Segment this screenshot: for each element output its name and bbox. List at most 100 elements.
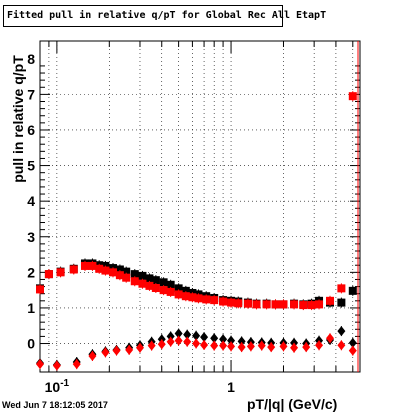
x-tick-exponent: -1 [60,378,69,389]
y-tick-label: 8 [27,51,35,67]
data-point [348,286,357,295]
data-point [337,340,346,351]
data-point [159,278,168,287]
series-3 [36,333,357,371]
data-point [138,271,147,280]
data-point [125,344,134,355]
x-tick-label: 1 [227,379,235,395]
data-point [194,294,203,303]
chart-title: Fitted pull in relative q/pT for Global … [3,5,326,27]
data-point [227,335,236,346]
data-point [95,264,104,273]
data-point [130,270,139,279]
data-point [237,336,246,347]
data-point [188,293,197,302]
data-point [69,265,78,274]
data-point [348,337,357,348]
data-point [36,285,44,294]
data-point [122,273,131,282]
data-point [80,261,89,270]
data-point [112,345,121,356]
data-point [147,340,156,351]
data-point [237,342,246,353]
data-point [166,331,175,342]
data-point [279,341,288,352]
data-point [166,287,175,296]
y-tick-label: 3 [27,229,35,245]
series-1 [36,91,357,311]
data-point [315,340,324,351]
data-point [243,299,252,308]
data-point [326,333,335,344]
data-point [174,335,183,346]
data-point [183,329,192,340]
data-point [210,340,219,351]
data-point [151,276,160,285]
data-point [109,268,118,277]
data-point [227,341,236,352]
x-grid [39,41,354,372]
data-point [181,286,190,295]
data-point [145,281,154,290]
data-point [151,284,160,293]
data-point [271,300,280,309]
data-point [290,300,299,309]
data-point [56,268,65,277]
y-tick-label: 7 [27,86,35,102]
data-point [219,334,228,345]
data-point [135,342,144,353]
data-point [200,339,209,350]
data-point [267,342,276,353]
data-point [115,265,124,274]
data-point [181,292,190,301]
data-point [326,296,335,305]
data-point [246,341,255,352]
data-point [88,350,97,361]
data-point [130,277,139,286]
data-point [337,298,346,307]
data-point [315,300,324,309]
data-point [122,267,131,276]
data-point [192,338,201,349]
x-axis-label: pT/|q| (GeV/c) [247,396,338,412]
data-point [36,359,44,370]
data-point [302,342,311,353]
data-point [44,270,53,279]
data-point [101,347,110,358]
data-point [174,328,183,339]
y-tick-label: 1 [27,300,35,316]
y-tick-label: 2 [27,264,35,280]
data-point [219,297,228,306]
data-point [183,336,192,347]
plot-frame [39,40,361,373]
data-point [348,92,357,101]
data-point [166,280,175,289]
y-tick-label: 4 [27,193,35,209]
data-point [257,340,266,351]
data-point [227,298,236,307]
data-point [174,284,183,293]
data-point [138,279,147,288]
data-point [52,360,61,371]
y-tick-label: 0 [27,336,35,352]
y-tick-label: 6 [27,122,35,138]
data-point [210,333,219,344]
data-point [307,301,316,310]
data-point [262,300,271,309]
data-point [219,340,228,351]
timestamp: Wed Jun 7 18:12:05 2017 [2,400,108,410]
data-point [337,326,346,337]
data-point [337,284,346,293]
data-point [101,266,110,275]
data-point [200,332,209,343]
data-point [348,345,357,356]
data-point [174,290,183,299]
data-point [290,342,299,353]
data-point [88,261,97,270]
data-point [115,271,124,280]
x-tick-label: 10-1 [45,378,70,395]
data-point [202,295,211,304]
y-tick-label: 5 [27,158,35,174]
